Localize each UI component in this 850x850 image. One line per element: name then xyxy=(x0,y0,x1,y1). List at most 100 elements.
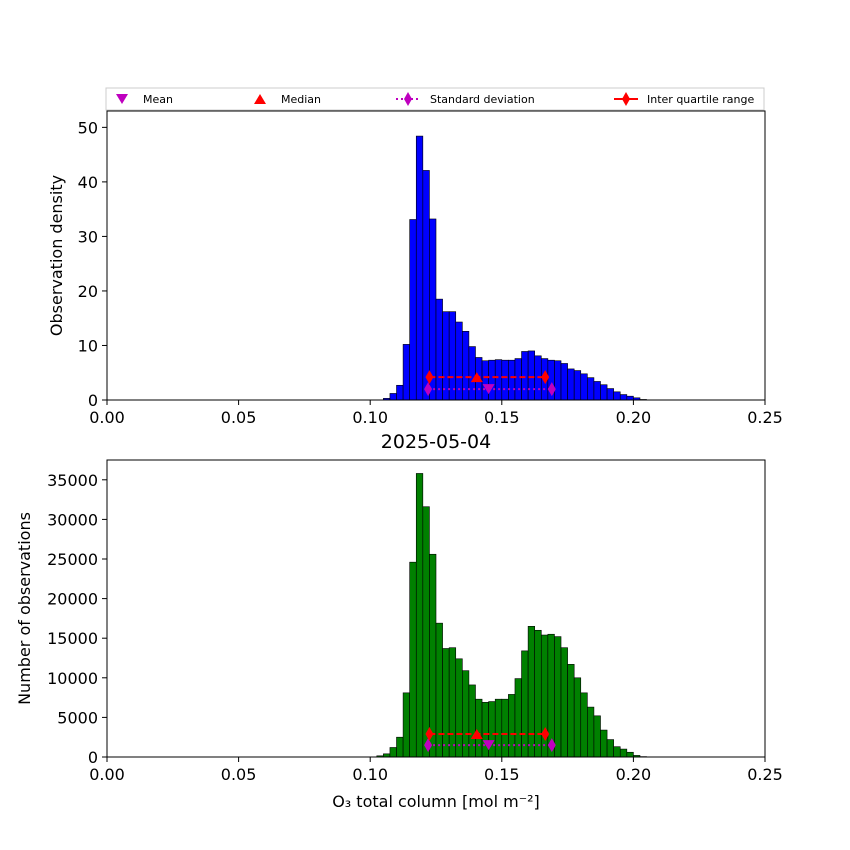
bottom-iqr-marker xyxy=(425,727,434,742)
top-histogram-bar xyxy=(415,135,424,401)
top-histogram-bar xyxy=(600,384,608,401)
top-histogram-bar xyxy=(389,393,397,401)
top-x-tick-label: 0.20 xyxy=(616,408,652,427)
bottom-y-tick-label: 20000 xyxy=(47,590,98,609)
bottom-histogram-bar xyxy=(580,692,588,758)
bottom-y-axis-label: Number of observations xyxy=(15,512,34,705)
top-histogram-bar xyxy=(435,298,443,401)
bottom-bars xyxy=(376,473,647,758)
top-y-tick-label: 20 xyxy=(78,282,98,301)
top-histogram-bar xyxy=(527,350,535,401)
bottom-y-tick-label: 5000 xyxy=(57,708,98,727)
bottom-x-tick-label: 0.25 xyxy=(747,765,783,784)
bottom-histogram-bar xyxy=(415,473,424,758)
bottom-histogram-bar xyxy=(448,647,457,758)
top-y-tick-label: 30 xyxy=(78,227,98,246)
bottom-histogram-bar xyxy=(547,633,555,758)
legend-median-marker xyxy=(254,94,266,104)
bottom-x-axis-label: O₃ total column [mol m⁻²] xyxy=(332,792,540,811)
bottom-histogram-bar xyxy=(396,736,404,758)
bottom-histogram-bar xyxy=(501,698,509,758)
bottom-histogram-bar xyxy=(587,706,595,758)
top-histogram-bar xyxy=(560,363,568,401)
bottom-std-marker xyxy=(424,738,433,753)
bottom-histogram-bar xyxy=(409,561,417,758)
bottom-histogram-bar xyxy=(462,670,470,758)
bottom-std-marker xyxy=(547,738,556,753)
top-std-marker xyxy=(547,382,556,397)
bottom-histogram-bar xyxy=(521,650,529,758)
bottom-y-ticks: 0 5000 10000 15000 20000 25000 30000 35000 xyxy=(47,471,107,767)
bottom-histogram-bar xyxy=(455,658,463,758)
bottom-x-tick-label: 0.10 xyxy=(352,765,388,784)
bottom-histogram-bar xyxy=(422,506,430,758)
legend-mean-marker xyxy=(116,94,128,104)
top-x-tick-label: 0.15 xyxy=(484,408,520,427)
top-mean-marker xyxy=(482,384,495,395)
bottom-histogram-bar xyxy=(402,692,410,758)
bottom-iqr-marker xyxy=(541,727,550,742)
bottom-x-tick-label: 0.20 xyxy=(616,765,652,784)
top-histogram-bar xyxy=(587,377,595,401)
top-histogram-bar xyxy=(514,358,522,401)
top-y-tick-label: 40 xyxy=(78,173,98,192)
top-bars xyxy=(383,135,647,401)
bottom-chart-title: 2025-05-04 xyxy=(381,431,491,453)
bottom-histogram-bar xyxy=(613,746,621,758)
top-histogram-bar xyxy=(508,359,516,401)
bottom-histogram-bar xyxy=(488,701,496,758)
bottom-count-panel: 2025-05-04 0.00 0.05 0.10 0.15 0.20 0.25 0 5000 1… xyxy=(15,431,783,811)
top-histogram-bar xyxy=(422,170,430,401)
bottom-histogram-bar xyxy=(475,698,483,758)
top-histogram-bar xyxy=(501,359,509,401)
top-y-tick-label: 0 xyxy=(88,391,98,410)
bottom-histogram-bar xyxy=(429,553,437,758)
bottom-histogram-bar xyxy=(389,747,397,758)
top-histogram-bar xyxy=(593,381,601,401)
legend: Mean Median Standard deviation Inter qua… xyxy=(105,87,765,111)
bottom-histogram-bar xyxy=(606,739,614,758)
top-median-marker xyxy=(470,372,483,383)
bottom-y-tick-label: 30000 xyxy=(47,510,98,529)
legend-median-label: Median xyxy=(281,93,321,106)
bottom-y-tick-label: 10000 xyxy=(47,669,98,688)
top-y-tick-label: 50 xyxy=(78,118,98,137)
top-iqr-marker xyxy=(541,370,550,385)
top-histogram-bar xyxy=(554,360,562,401)
bottom-histogram-bar xyxy=(508,694,516,758)
bottom-histogram-bar xyxy=(527,626,535,758)
top-histogram-bar xyxy=(402,344,410,401)
bottom-histogram-bar xyxy=(442,648,450,758)
top-histogram-bar xyxy=(521,351,529,401)
top-histogram-bar xyxy=(468,346,476,401)
top-x-tick-label: 0.00 xyxy=(89,408,125,427)
top-x-tick-label: 0.10 xyxy=(352,408,388,427)
top-histogram-bar xyxy=(619,394,628,401)
top-histogram-bar xyxy=(606,388,614,401)
bottom-x-tick-label: 0.00 xyxy=(89,765,125,784)
top-histogram-bar xyxy=(494,359,503,401)
top-histogram-bar xyxy=(567,368,575,401)
top-y-axis-label: Observation density xyxy=(47,175,66,336)
bottom-histogram-bar xyxy=(593,715,601,758)
top-x-tick-label: 0.05 xyxy=(221,408,257,427)
top-histogram-bar xyxy=(442,311,450,401)
legend-std-label: Standard deviation xyxy=(430,93,535,106)
bottom-histogram-bar xyxy=(554,636,562,758)
bottom-y-tick-label: 0 xyxy=(88,748,98,767)
bottom-median-marker xyxy=(470,729,483,740)
top-iqr-marker xyxy=(425,370,434,385)
top-histogram-bar xyxy=(396,384,404,401)
bottom-y-tick-label: 25000 xyxy=(47,550,98,569)
top-density-panel: 0.00 0.05 0.10 0.15 0.20 0.25 0 10 20 30 40 50 Obser… xyxy=(47,110,783,427)
top-histogram-bar xyxy=(448,311,457,401)
top-histogram-bar xyxy=(488,359,496,401)
bottom-histogram-bar xyxy=(619,748,628,758)
bottom-histogram-bar xyxy=(468,684,476,758)
bottom-histogram-bar xyxy=(567,664,575,758)
bottom-histogram-bar xyxy=(600,729,608,758)
bottom-axes-frame xyxy=(106,459,766,758)
bottom-y-tick-label: 15000 xyxy=(47,629,98,648)
bottom-y-tick-label: 35000 xyxy=(47,471,98,490)
top-x-ticks: 0.00 0.05 0.10 0.15 0.20 0.25 xyxy=(89,400,783,427)
